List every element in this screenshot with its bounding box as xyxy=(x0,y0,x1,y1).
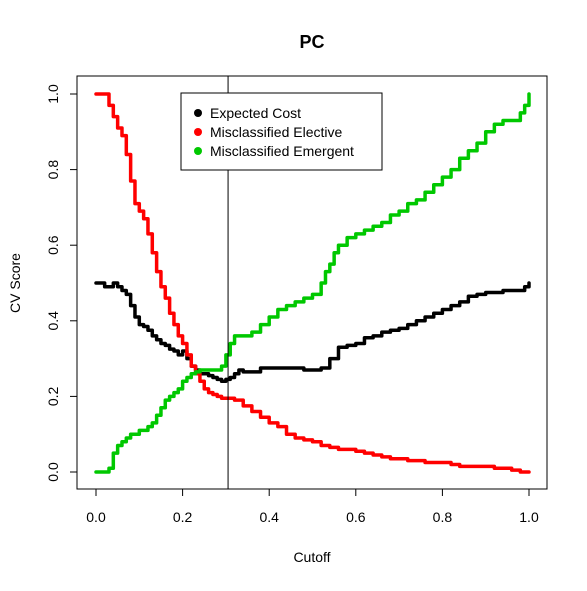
legend-marker xyxy=(194,128,202,136)
y-tick-label: 0.6 xyxy=(45,235,61,255)
x-tick-label: 1.0 xyxy=(519,509,539,525)
y-tick-label: 0.8 xyxy=(45,160,61,180)
legend-label: Expected Cost xyxy=(210,105,301,121)
x-tick-label: 0.8 xyxy=(433,509,453,525)
series-line-misclassified-elective xyxy=(94,92,531,474)
x-tick-label: 0.0 xyxy=(86,509,106,525)
series-line-expected-cost xyxy=(94,281,531,384)
axes-layer: 0.0 0.2 0.4 0.6 0.8 1.0 0.0 0.2 0.4 0.6 0.8 1.0 xyxy=(45,84,539,525)
x-tick-label: 0.6 xyxy=(346,509,366,525)
y-axis-title: CV Score xyxy=(7,253,23,313)
x-axis-title: Cutoff xyxy=(293,549,330,565)
y-tick-label: 1.0 xyxy=(45,84,61,104)
series-line-misclassified-emergent xyxy=(94,92,531,474)
legend-marker xyxy=(194,147,202,155)
legend-marker xyxy=(194,109,202,117)
y-tick-label: 0.2 xyxy=(45,386,61,406)
y-tick-label: 0.4 xyxy=(45,311,61,331)
legend-label: Misclassified Emergent xyxy=(210,143,354,159)
y-tick-label: 0.0 xyxy=(45,462,61,482)
legend-box xyxy=(180,92,383,171)
chart-title: PC xyxy=(299,32,324,52)
series-layer xyxy=(94,76,531,489)
legend: Expected Cost Misclassified Elective Miscl… xyxy=(180,92,383,171)
x-tick-label: 0.2 xyxy=(173,509,193,525)
x-tick-label: 0.4 xyxy=(259,509,279,525)
legend-label: Misclassified Elective xyxy=(210,124,342,140)
